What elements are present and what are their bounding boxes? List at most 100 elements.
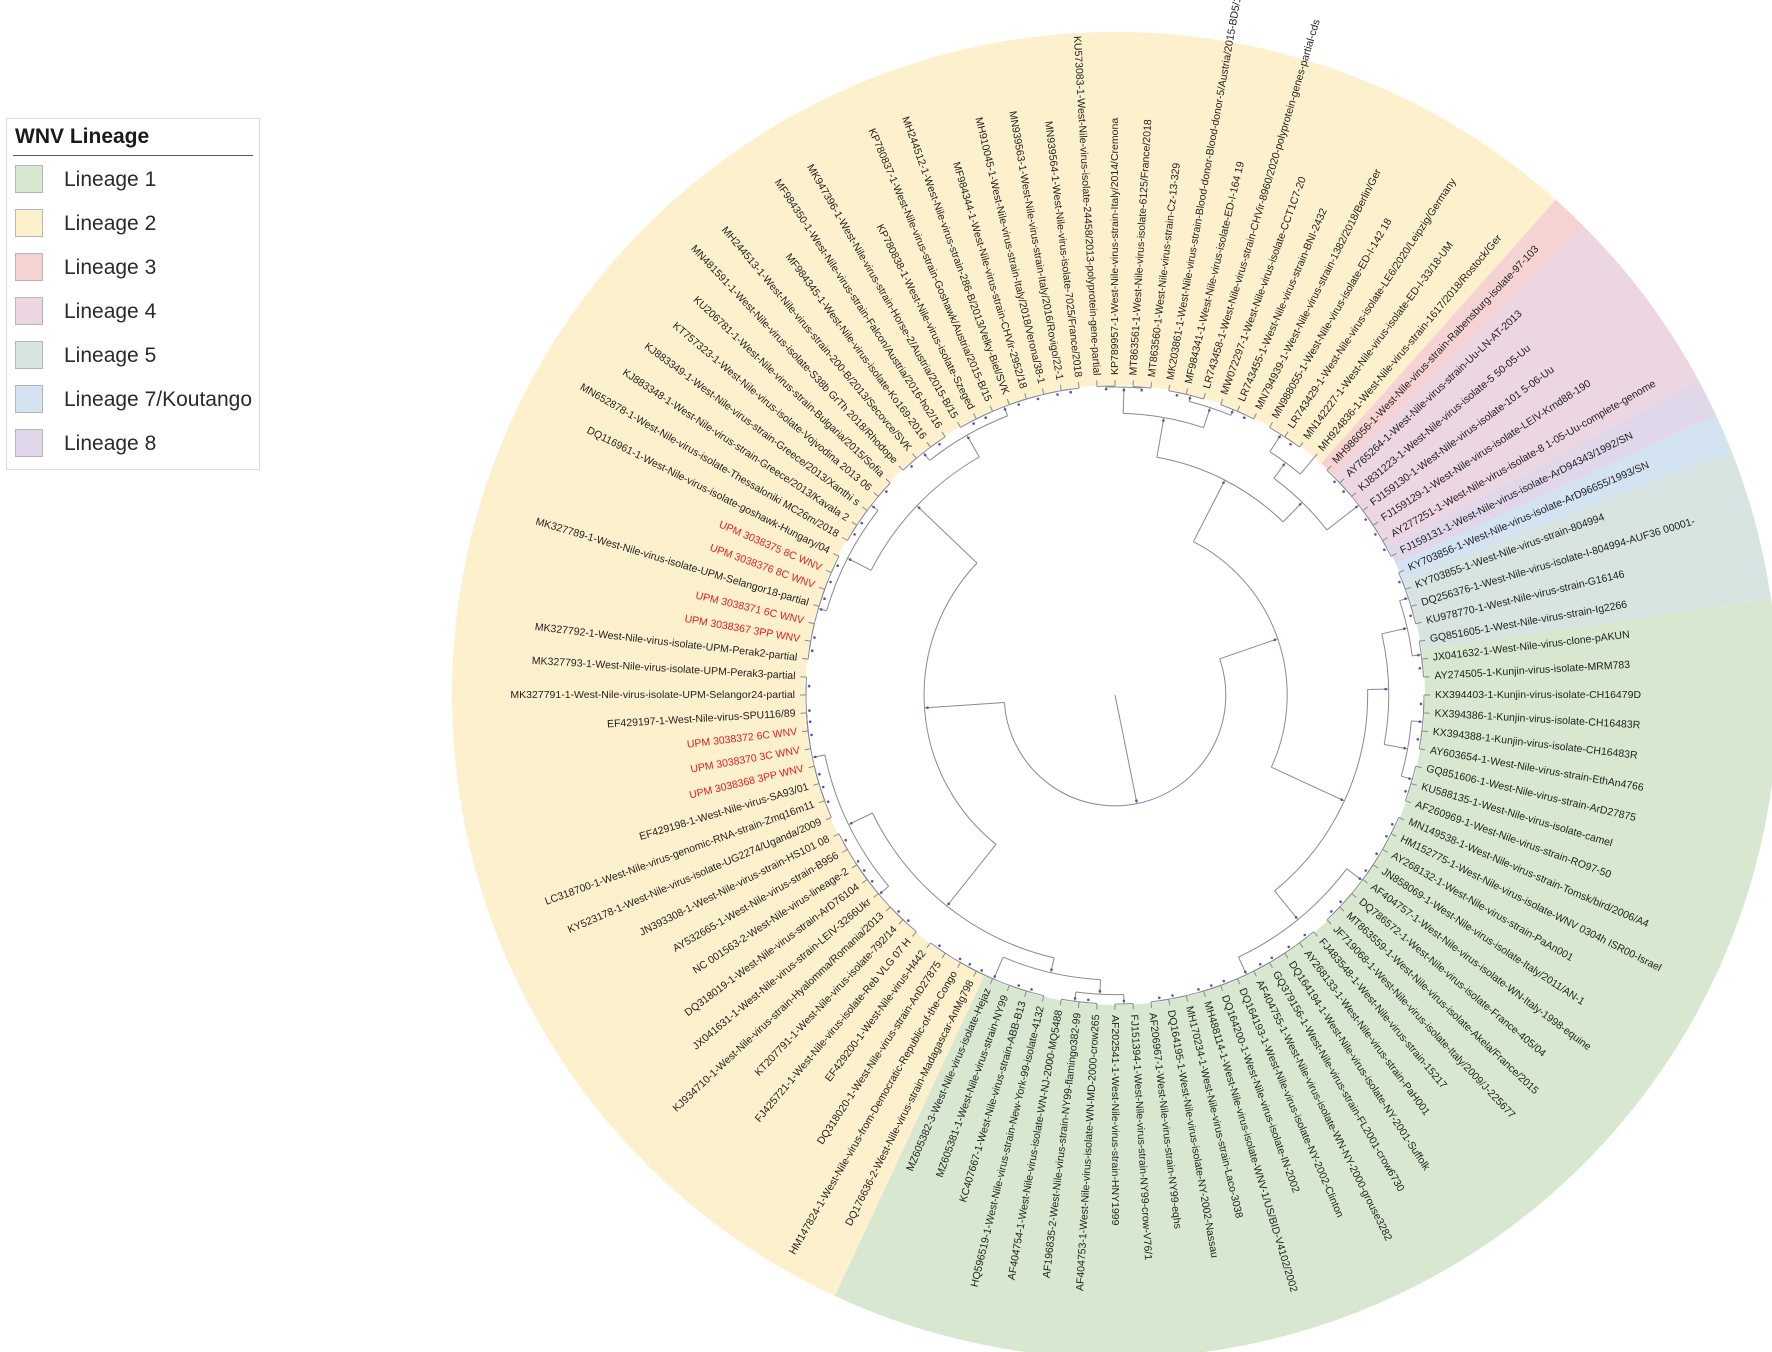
- bootstrap-mark: [993, 975, 997, 978]
- bootstrap-mark: [917, 506, 921, 510]
- branch-line: [1398, 816, 1405, 821]
- branch-line: [1274, 890, 1299, 920]
- branch-line: [924, 702, 1005, 709]
- bootstrap-mark: [1417, 653, 1420, 657]
- bootstrap-mark: [1294, 916, 1298, 919]
- bootstrap-mark: [863, 869, 866, 872]
- bootstrap-mark: [1270, 956, 1274, 960]
- branch-line: [1421, 657, 1428, 660]
- branch-line: [1351, 893, 1357, 898]
- bootstrap-mark: [1364, 869, 1367, 872]
- branch-line: [1362, 506, 1368, 511]
- bootstrap-mark: [1017, 403, 1020, 406]
- branch-line: [813, 604, 820, 607]
- branch-arc: [1401, 580, 1414, 616]
- legend-divider: [13, 155, 253, 156]
- bootstrap-mark: [1398, 580, 1401, 584]
- legend-item-lineage-8: Lineage 8: [15, 429, 255, 461]
- branch-line: [1185, 995, 1189, 1002]
- branch-line: [1150, 1001, 1153, 1008]
- branch-line: [957, 962, 961, 969]
- bootstrap-mark: [810, 733, 813, 737]
- bootstrap-mark: [897, 910, 900, 913]
- branch-line: [941, 952, 946, 959]
- branch-line: [1271, 766, 1345, 802]
- bootstrap-mark: [1003, 408, 1007, 411]
- branch-arc: [1269, 426, 1293, 443]
- branch-line: [808, 765, 815, 769]
- sector-lineage-2: [451, 34, 1115, 1296]
- branch-line: [1077, 382, 1080, 389]
- bootstrap-mark: [870, 880, 874, 883]
- bootstrap-mark: [1030, 988, 1033, 991]
- bootstrap-mark: [853, 533, 856, 536]
- bootstrap-mark: [972, 422, 975, 425]
- branch-line: [1269, 421, 1273, 428]
- branch-line: [1003, 406, 1009, 417]
- legend-item-lineage-4: Lineage 4: [15, 297, 255, 329]
- branch-line: [941, 431, 946, 438]
- branch-line: [912, 453, 917, 459]
- legend-item-lineage-3: Lineage 3: [15, 253, 255, 285]
- branch-line: [989, 978, 994, 985]
- bootstrap-mark: [1375, 852, 1378, 855]
- bootstrap-mark: [1122, 388, 1126, 392]
- bootstrap-mark: [1358, 877, 1362, 880]
- branch-line: [1398, 569, 1405, 574]
- branch-line: [848, 812, 873, 826]
- branch-line: [818, 800, 825, 804]
- bootstrap-mark: [1244, 970, 1247, 974]
- bootstrap-mark: [1135, 799, 1138, 802]
- bootstrap-mark: [1333, 480, 1336, 484]
- bootstrap-mark: [1222, 979, 1226, 983]
- branch-line: [922, 452, 930, 461]
- bootstrap-mark: [1243, 416, 1246, 420]
- bootstrap-mark: [1403, 746, 1406, 750]
- branch-line: [885, 906, 891, 912]
- bootstrap-mark: [1208, 409, 1211, 412]
- branch-line: [861, 506, 868, 511]
- legend-label: Lineage 5: [64, 344, 157, 367]
- branch-line: [1415, 765, 1422, 769]
- bootstrap-mark: [1073, 997, 1077, 1000]
- branch-line: [1220, 398, 1224, 405]
- bootstrap-mark: [910, 465, 913, 468]
- bootstrap-mark: [885, 490, 888, 493]
- bootstrap-mark: [926, 706, 929, 709]
- branch-line: [1390, 553, 1397, 557]
- branch-arc: [1075, 991, 1124, 996]
- branch-arc: [1420, 703, 1425, 740]
- branch-line: [1168, 999, 1171, 1006]
- bootstrap-mark: [1017, 984, 1020, 987]
- bootstrap-mark: [958, 957, 962, 961]
- bootstrap-mark: [1340, 798, 1343, 801]
- branch-line: [818, 586, 825, 590]
- bootstrap-mark: [1122, 999, 1126, 1003]
- bootstrap-mark: [813, 636, 816, 639]
- branch-line: [1405, 586, 1412, 590]
- leaf-label: KP789957-1-West-Nile-virus-strain-Italy/…: [1109, 118, 1121, 375]
- legend-label: Lineage 8: [64, 432, 157, 455]
- bootstrap-mark: [907, 919, 910, 922]
- bootstrap-mark: [826, 800, 830, 803]
- bootstrap-mark: [1409, 614, 1412, 618]
- bootstrap-mark: [819, 608, 823, 611]
- bootstrap-mark: [836, 564, 839, 567]
- branch-line: [1299, 453, 1318, 475]
- bootstrap-mark: [844, 838, 847, 842]
- bootstrap-mark: [1419, 702, 1423, 706]
- bootstrap-mark: [938, 443, 941, 446]
- bootstrap-mark: [1330, 910, 1333, 913]
- branch-line: [841, 849, 848, 853]
- legend-label: Lineage 3: [64, 256, 157, 279]
- branch-line: [1269, 962, 1273, 969]
- bootstrap-mark: [1383, 548, 1386, 552]
- bootstrap-mark: [823, 597, 826, 600]
- bootstrap-mark: [1339, 900, 1342, 903]
- branch-arc: [1274, 689, 1369, 892]
- branch-arc: [1269, 451, 1301, 475]
- bootstrap-mark: [808, 709, 811, 712]
- bootstrap-mark: [1418, 667, 1422, 670]
- bootstrap-mark: [1087, 998, 1090, 1002]
- legend-label: Lineage 7/Koutango: [64, 388, 253, 411]
